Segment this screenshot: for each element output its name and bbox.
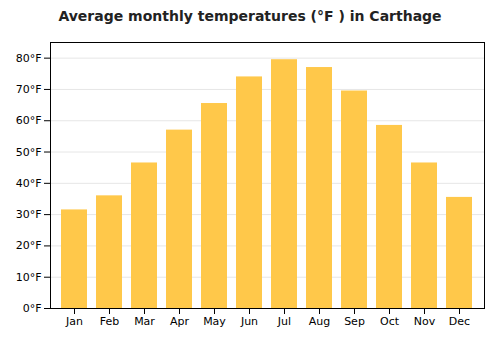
svg-text:Oct: Oct — [380, 315, 400, 328]
svg-text:60°F: 60°F — [16, 114, 42, 127]
svg-text:40°F: 40°F — [16, 177, 42, 190]
svg-text:30°F: 30°F — [16, 208, 42, 221]
svg-text:Dec: Dec — [449, 315, 470, 328]
svg-text:70°F: 70°F — [16, 83, 42, 96]
svg-text:Jul: Jul — [277, 315, 291, 328]
svg-text:80°F: 80°F — [16, 52, 42, 65]
svg-text:0°F: 0°F — [23, 302, 42, 315]
svg-text:Sep: Sep — [344, 315, 365, 328]
svg-text:Apr: Apr — [170, 315, 190, 328]
svg-text:May: May — [203, 315, 226, 328]
svg-text:10°F: 10°F — [16, 271, 42, 284]
svg-text:Jun: Jun — [240, 315, 258, 328]
svg-text:50°F: 50°F — [16, 146, 42, 159]
svg-text:Aug: Aug — [309, 315, 330, 328]
svg-text:Mar: Mar — [134, 315, 155, 328]
svg-text:Feb: Feb — [100, 315, 119, 328]
svg-text:Nov: Nov — [414, 315, 436, 328]
svg-text:Jan: Jan — [65, 315, 83, 328]
svg-text:20°F: 20°F — [16, 239, 42, 252]
html-text:Average monthly temperatures (: Average monthly temperatures (°F ) in Ca… — [58, 8, 442, 24]
